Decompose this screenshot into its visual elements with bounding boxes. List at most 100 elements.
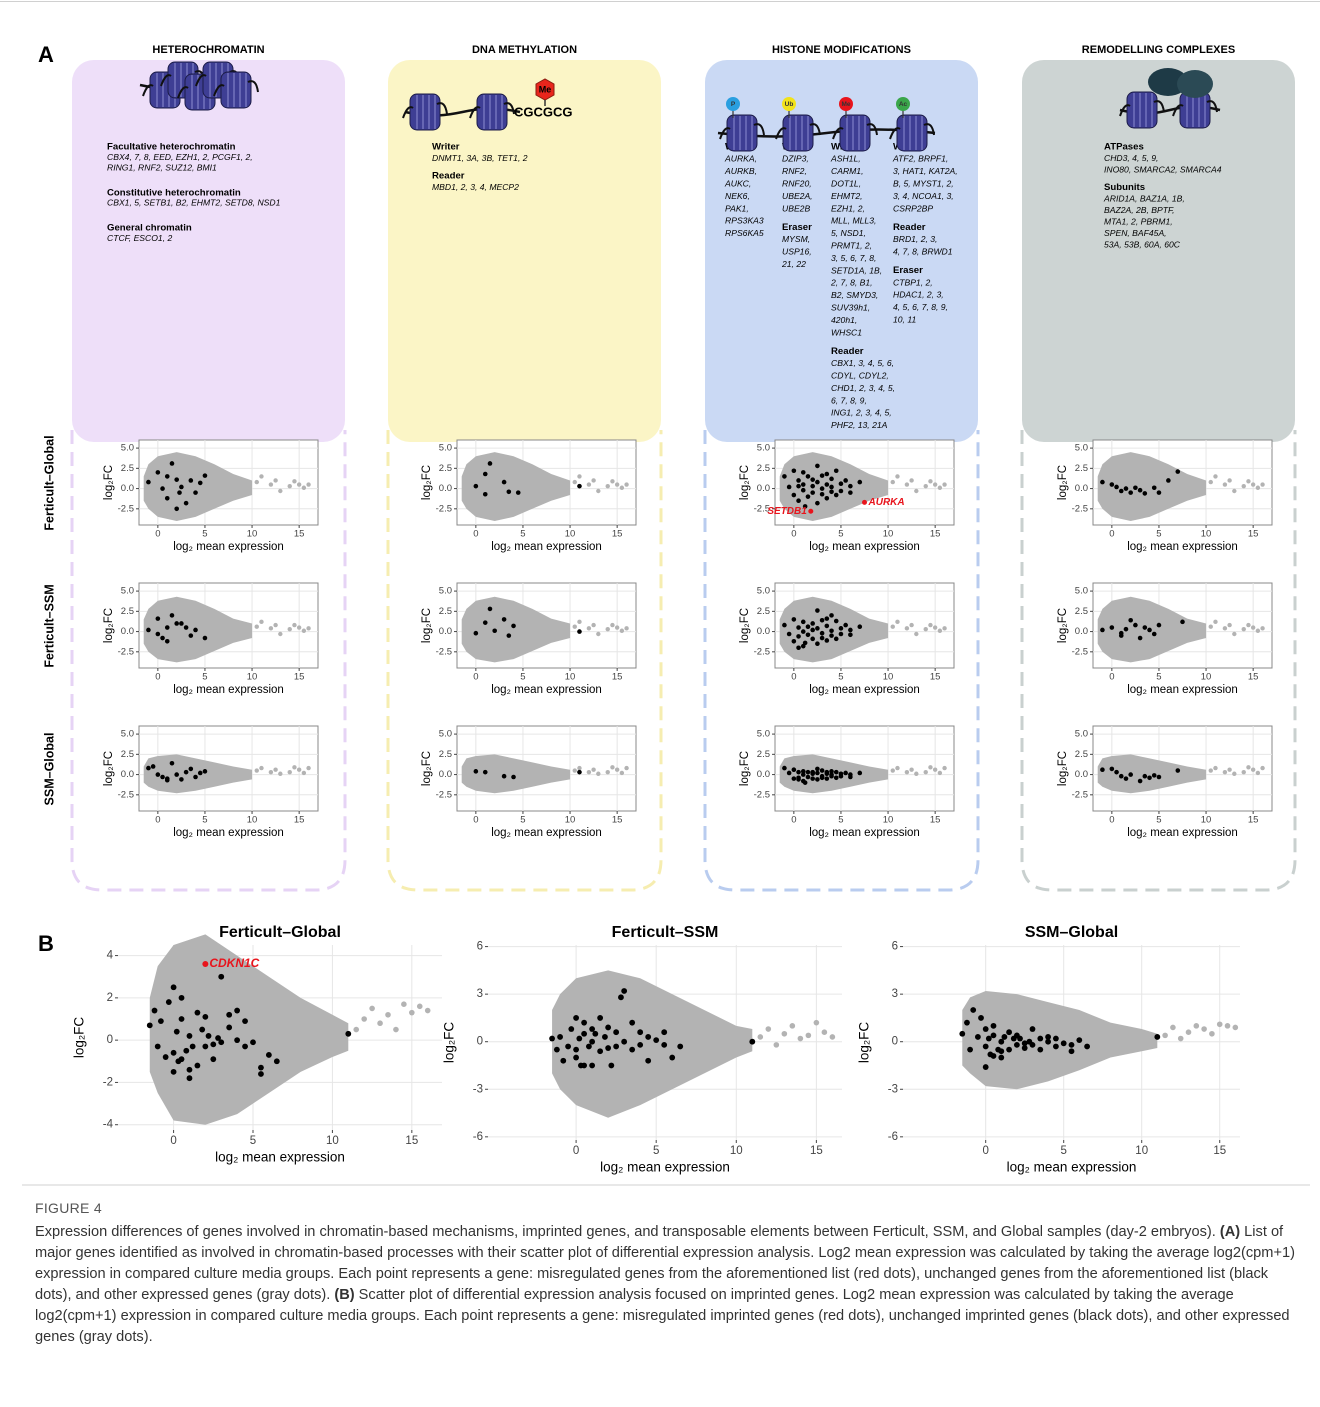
gene-list: DZIP3, [782, 154, 809, 164]
background-gene [385, 1012, 391, 1018]
background-gene [417, 1004, 423, 1010]
gene-point [621, 1039, 627, 1045]
x-tick-label: 0 [791, 672, 796, 683]
background-gene [606, 484, 610, 488]
gene-list: SUV39h1, [831, 302, 870, 312]
gene-point [975, 1034, 981, 1040]
gene-point [825, 776, 830, 781]
y-tick-label: 2.5 [757, 606, 770, 617]
gene-point [1069, 1048, 1075, 1054]
gene-point [1138, 779, 1143, 784]
y-tick-label: 0 [477, 1036, 483, 1048]
x-tick-label: 0 [791, 815, 796, 826]
background-gene [1246, 765, 1250, 769]
gene-point [199, 1027, 205, 1033]
background-gene [1209, 1031, 1215, 1037]
gene-point [203, 636, 208, 641]
x-tick-label: 0 [155, 815, 160, 826]
gene-point [146, 628, 151, 633]
gene-list: UBE2B [782, 203, 810, 213]
gene-point [801, 620, 806, 625]
caption-text: Expression differences of genes involved… [35, 1222, 1297, 1348]
y-tick-label: 2.5 [1075, 749, 1088, 760]
y-tick-label: -2 [103, 1076, 113, 1088]
gene-point [183, 1048, 189, 1054]
background-gene [596, 772, 600, 776]
gene-point [820, 768, 825, 773]
gene-point [602, 1034, 608, 1040]
gene-point [749, 1039, 755, 1045]
gene-list: 53A, 53B, 60A, 60C [1104, 239, 1181, 249]
x-tick-label: 5 [250, 1135, 256, 1147]
gene-list: PRMT1, 2, [831, 240, 872, 250]
background-gene [1170, 1025, 1176, 1031]
background-gene [620, 771, 624, 775]
gene-point [834, 770, 839, 775]
x-tick-label: 10 [565, 672, 576, 683]
gene-point [787, 632, 792, 637]
gene-point [483, 492, 488, 497]
gene-point [1133, 485, 1138, 490]
gene-list: RING1, RNF2, SUZ12, BMI1 [107, 162, 217, 172]
gene-point [474, 631, 479, 636]
gene-point [834, 493, 839, 498]
gene-list: CBX4, 7, 8, EED, EZH1, 2, PCGF1, 2, [107, 152, 253, 162]
background-gene [758, 1034, 764, 1040]
gene-list: SPEN, BAF45A, [1104, 228, 1167, 238]
gene-point [1128, 490, 1133, 495]
gene-point [146, 480, 151, 485]
row-label: Ferticult–Global [42, 435, 56, 530]
x-tick-label: 15 [1248, 529, 1259, 540]
x-tick-label: 5 [838, 815, 843, 826]
background-gene [1260, 626, 1264, 630]
gene-point [565, 1044, 571, 1050]
gene-point [839, 489, 844, 494]
x-tick-label: 5 [1156, 815, 1161, 826]
gene-point [983, 1044, 989, 1050]
gene-point [557, 1034, 563, 1040]
y-axis-label: log₂FC [857, 1022, 872, 1064]
background-gene [1186, 1029, 1192, 1035]
background-gene [914, 489, 918, 493]
background-gene [806, 1033, 812, 1039]
gene-point [189, 633, 194, 638]
background-gene [774, 1042, 780, 1048]
gene-point [146, 766, 151, 771]
gene-point [166, 999, 172, 1005]
background-gene [933, 482, 937, 486]
gene-list: PHF2, 13, 21A [831, 420, 888, 430]
background-gene [1260, 482, 1264, 486]
x-tick-label: 15 [930, 672, 941, 683]
y-tick-label: 2.5 [121, 463, 134, 474]
x-tick-label: 15 [1248, 672, 1259, 683]
y-axis-label: log₂FC [421, 465, 433, 500]
gene-point [597, 1048, 603, 1054]
x-tick-label: 10 [565, 815, 576, 826]
gene-point [815, 777, 820, 782]
remodeller [1177, 70, 1213, 98]
gene-point [577, 629, 582, 634]
y-axis-label: log₂FC [103, 608, 115, 643]
gene-point [613, 1044, 619, 1050]
gene-point [782, 474, 787, 479]
gene-point [810, 490, 815, 495]
gene-point [1124, 776, 1129, 781]
gene-point [147, 1022, 153, 1028]
gene-point [187, 1067, 193, 1073]
gene-point [234, 1037, 240, 1043]
gene-point [1014, 1042, 1020, 1048]
gene-point [483, 620, 488, 625]
y-tick-label: 4 [107, 950, 114, 962]
gene-point [1154, 1034, 1160, 1040]
gene-list: CARM1, [831, 166, 863, 176]
gene-point [815, 480, 820, 485]
y-tick-label: -2.5 [754, 789, 770, 800]
background-gene [1213, 766, 1217, 770]
gene-list: DOT1L, [831, 178, 861, 188]
background-gene [1256, 486, 1260, 490]
gene-point [483, 770, 488, 775]
x-tick-label: 5 [520, 672, 525, 683]
background-gene [1162, 1033, 1168, 1039]
y-tick-label: -2.5 [436, 503, 452, 514]
gene-point [661, 1042, 667, 1048]
